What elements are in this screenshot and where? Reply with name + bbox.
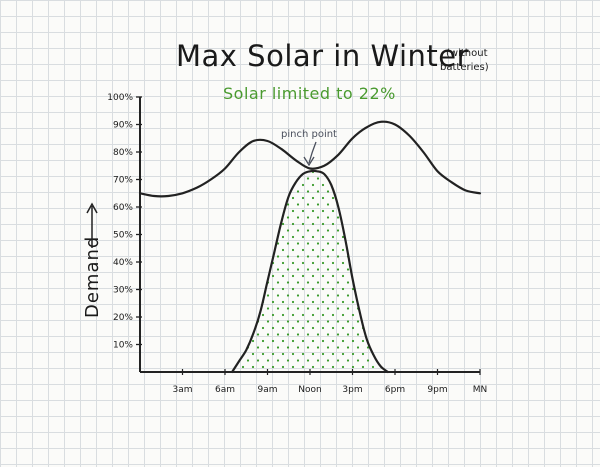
x-tick-label: MN <box>473 385 488 395</box>
x-tick-label: 9pm <box>427 385 447 395</box>
y-tick-label: 40% <box>113 258 133 268</box>
y-tick-label: 30% <box>113 286 133 296</box>
y-tick-label: 100% <box>107 93 133 103</box>
y-axis-label: Demand <box>82 236 103 318</box>
demand-line <box>138 120 482 198</box>
y-tick-label: 90% <box>113 121 133 131</box>
y-tick-label: 50% <box>113 231 133 241</box>
y-tick-label: 70% <box>113 176 133 186</box>
solar-area-outline <box>231 169 389 374</box>
y-tick-label: 20% <box>113 313 133 323</box>
title-note-line1: (without <box>446 48 488 59</box>
y-tick-label: 60% <box>113 203 133 213</box>
y-tick-label: 80% <box>113 148 133 158</box>
solar-area-fill <box>232 170 388 372</box>
x-tick-label: 3pm <box>342 385 362 395</box>
x-tick-label: 6am <box>215 385 235 395</box>
x-tick-label: 9am <box>257 385 277 395</box>
chart-title: Max Solar in Winter <box>176 39 469 73</box>
chart-subtitle: Solar limited to 22% <box>223 84 396 103</box>
x-tick-label: 6pm <box>385 385 405 395</box>
y-axis-label-arrow <box>86 202 98 248</box>
annotation-label: pinch point <box>281 129 337 140</box>
x-tick-label: 3am <box>172 385 192 395</box>
y-tick-label: 10% <box>113 341 133 351</box>
title-note-line2: batteries) <box>440 62 489 73</box>
x-tick-label: Noon <box>298 385 321 395</box>
annotation-arrow <box>303 141 317 167</box>
